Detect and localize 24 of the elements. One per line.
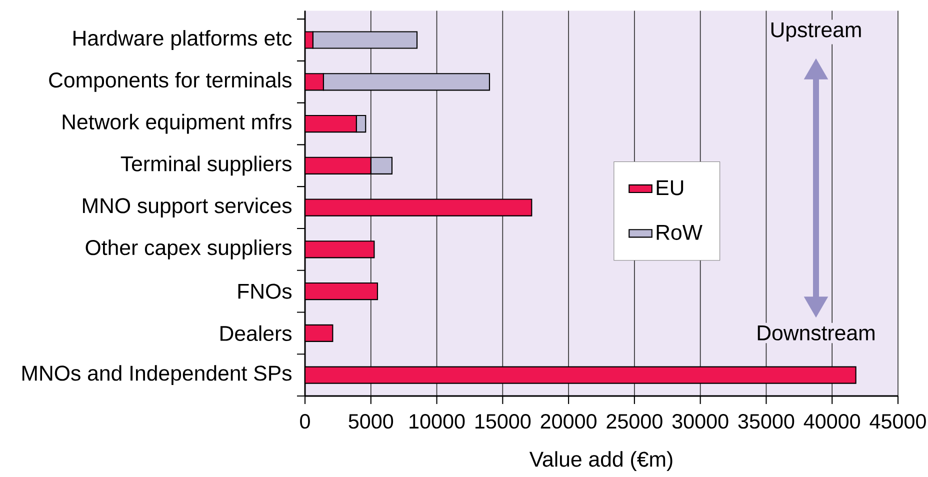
y-tick-label: Hardware platforms etc bbox=[74, 30, 292, 50]
x-tick-label: 20000 bbox=[540, 414, 596, 429]
y-tick-label: Terminal suppliers bbox=[120, 156, 292, 176]
y-tick-label: MNOs and Independent SPs bbox=[22, 365, 292, 385]
y-tick-label: MNO support services bbox=[83, 198, 292, 218]
x-tick-label: 30000 bbox=[672, 414, 728, 429]
x-tick-label: 45000 bbox=[870, 414, 926, 429]
legend-label: RoW bbox=[656, 225, 702, 240]
x-tick-label: 5000 bbox=[348, 414, 394, 429]
x-tick-label: 25000 bbox=[606, 414, 662, 429]
x-tick-label: 35000 bbox=[738, 414, 794, 429]
x-tick-label: 15000 bbox=[476, 414, 531, 429]
y-tick-label: FNOs bbox=[238, 284, 292, 299]
y-tick-label: Components for terminals bbox=[49, 72, 292, 92]
y-tick-label: Network equipment mfrs bbox=[62, 114, 292, 134]
annotation: Downstream bbox=[758, 326, 874, 340]
y-tick-label: Other capex suppliers bbox=[86, 239, 292, 260]
x-tick-label: 10000 bbox=[410, 414, 465, 429]
x-tick-label: 0 bbox=[300, 414, 310, 429]
y-tick-label: Dealers bbox=[220, 325, 292, 342]
x-axis-title: Value add (€m) bbox=[529, 451, 672, 472]
x-tick-label: 40000 bbox=[804, 414, 860, 429]
legend-label: EU bbox=[656, 180, 684, 196]
annotation: Upstream bbox=[771, 22, 861, 42]
